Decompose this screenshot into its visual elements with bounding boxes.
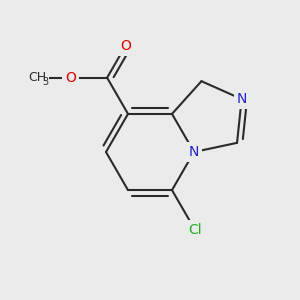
Text: O: O [120,39,131,53]
Text: 3: 3 [42,77,48,87]
Text: CH: CH [28,71,46,84]
Text: N: N [236,92,247,106]
Text: Cl: Cl [188,223,202,237]
Text: N: N [189,145,199,159]
Text: O: O [65,71,76,85]
